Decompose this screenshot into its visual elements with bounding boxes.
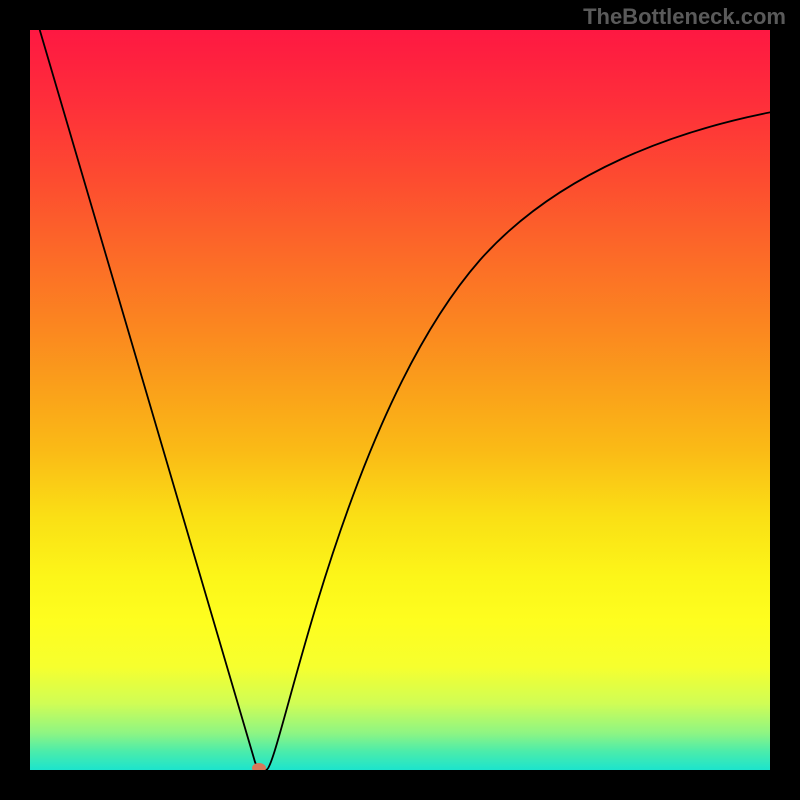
bottleneck-chart [0, 0, 800, 800]
watermark-text: TheBottleneck.com [583, 4, 786, 30]
chart-container: TheBottleneck.com [0, 0, 800, 800]
watermark-label: TheBottleneck.com [583, 4, 786, 29]
chart-background [30, 30, 770, 770]
